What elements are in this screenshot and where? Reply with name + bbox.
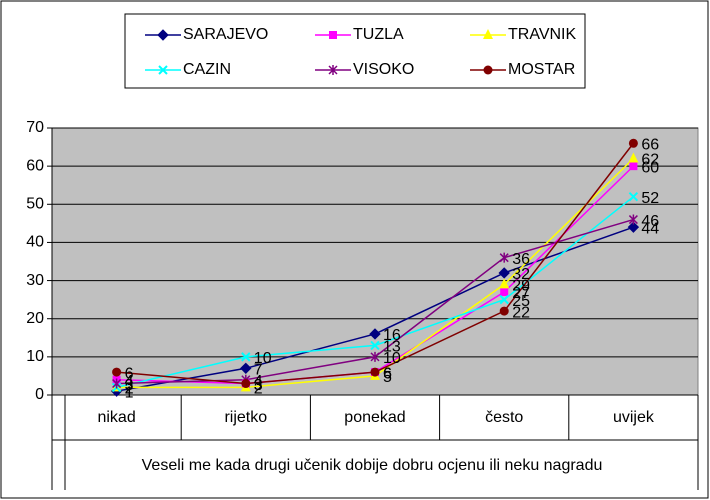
data-label: 3	[254, 377, 263, 394]
marker	[241, 352, 251, 362]
legend-label: MOSTAR	[508, 61, 575, 78]
legend-label: VISOKO	[353, 61, 414, 78]
legend-marker	[157, 29, 169, 41]
marker	[370, 340, 380, 351]
data-label: 36	[512, 251, 530, 268]
marker	[499, 252, 509, 263]
marker	[628, 138, 638, 148]
data-label: 2	[254, 381, 263, 398]
legend-marker	[483, 65, 493, 75]
data-label: 3	[125, 377, 134, 394]
y-tick-label: 60	[26, 157, 44, 174]
marker	[629, 162, 638, 171]
marker	[627, 221, 640, 233]
legend-label: SARAJEVO	[183, 26, 268, 43]
data-label: 44	[641, 220, 659, 237]
legend-box	[124, 13, 586, 89]
legend-marker	[329, 31, 337, 39]
y-tick-label: 20	[26, 310, 44, 327]
legend-label: CAZIN	[183, 61, 231, 78]
data-label: 22	[512, 304, 530, 321]
marker	[499, 294, 509, 305]
marker	[370, 351, 380, 362]
marker	[240, 362, 252, 375]
y-tick-label: 50	[26, 196, 44, 213]
y-tick-label: 70	[26, 119, 44, 136]
data-label: 10	[383, 350, 401, 367]
data-label: 4	[254, 373, 263, 390]
data-label: 29	[512, 278, 530, 295]
marker	[112, 367, 122, 377]
legend-label: TUZLA	[353, 26, 404, 43]
data-label: 16	[383, 327, 401, 344]
x-tick-label: ponekad	[344, 409, 405, 426]
data-label: 2	[125, 381, 134, 398]
marker	[499, 278, 510, 289]
marker	[112, 378, 122, 389]
marker	[499, 306, 509, 316]
data-label: 2	[125, 381, 134, 398]
marker	[241, 379, 251, 389]
data-label: 46	[641, 213, 659, 230]
legend-label: TRAVNIK	[508, 26, 576, 43]
data-label: 62	[641, 152, 659, 169]
data-label: 7	[254, 362, 263, 379]
data-label: 27	[512, 285, 530, 302]
data-label: 6	[383, 365, 392, 382]
y-tick-label: 40	[26, 234, 44, 251]
data-label: 5	[383, 369, 392, 386]
x-tick-label: uvijek	[613, 409, 655, 426]
y-tick-label: 0	[35, 386, 44, 403]
x-tick-label: često	[485, 409, 523, 426]
marker	[628, 214, 638, 225]
data-label: 6	[125, 365, 134, 382]
marker	[370, 367, 380, 377]
data-label: 25	[512, 293, 530, 310]
marker	[500, 288, 509, 297]
marker	[628, 191, 639, 202]
legend-marker	[328, 65, 338, 75]
marker	[628, 152, 639, 163]
data-label: 6	[383, 365, 392, 382]
legend-marker	[158, 65, 168, 75]
marker	[369, 328, 381, 340]
data-label: 10	[254, 350, 272, 367]
y-tick-label: 10	[26, 348, 44, 365]
legend-marker	[483, 29, 493, 39]
data-label: 4	[125, 373, 134, 390]
data-label: 3	[254, 377, 263, 394]
marker	[498, 267, 510, 279]
x-tick-label: rijetko	[224, 409, 267, 426]
data-label: 66	[641, 136, 659, 153]
data-label: 32	[512, 266, 530, 283]
x-axis-title: Veseli me kada drugi učenik dobije dobru…	[142, 457, 603, 474]
x-tick-label: nikad	[97, 409, 135, 426]
data-label: 1	[125, 384, 134, 401]
data-label: 52	[641, 190, 659, 207]
data-label: 13	[383, 339, 401, 356]
y-tick-label: 30	[26, 272, 44, 289]
data-label: 60	[641, 159, 659, 176]
